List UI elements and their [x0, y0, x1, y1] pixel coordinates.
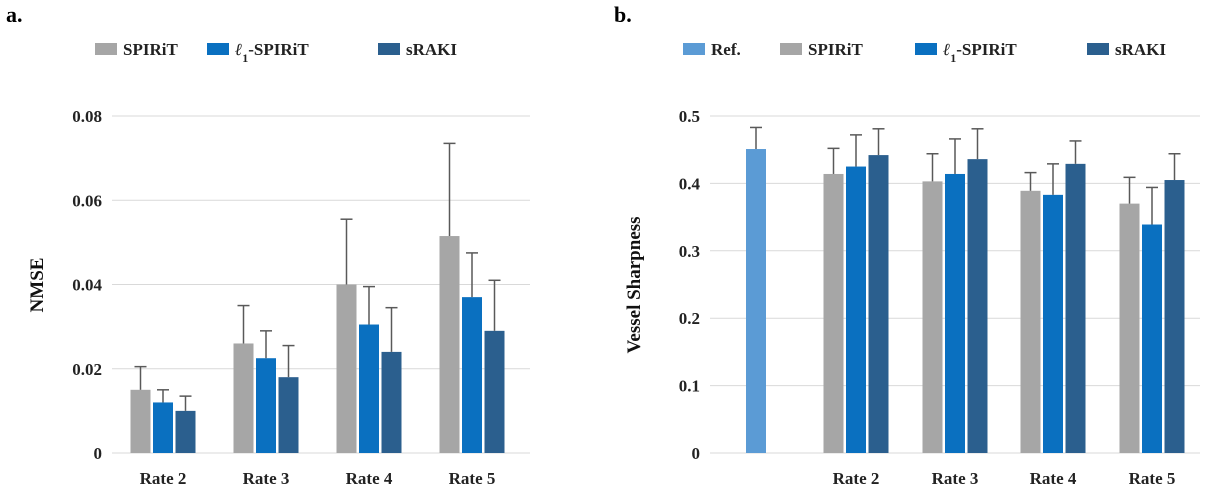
legend-label: ℓ1-SPIRiT	[943, 40, 1017, 65]
bar	[439, 236, 460, 453]
legend-label: SPIRiT	[808, 40, 863, 59]
y-tick-label: 0.04	[72, 276, 102, 295]
bar	[462, 297, 482, 453]
bar	[868, 155, 889, 454]
bar	[823, 173, 844, 454]
bar	[278, 377, 299, 453]
y-tick-label: 0.08	[72, 107, 102, 126]
bar	[1065, 163, 1086, 453]
y-tick-label: 0.4	[679, 174, 701, 193]
y-axis-title: Vessel Sharpness	[624, 216, 645, 353]
bar	[359, 324, 379, 453]
legend-label: SPIRiT	[123, 40, 178, 59]
y-tick-label: 0.06	[72, 191, 102, 210]
bar	[1164, 180, 1185, 453]
bar	[846, 166, 866, 454]
bar	[945, 173, 965, 454]
legend-swatch	[683, 43, 705, 55]
bar	[130, 389, 151, 453]
bar	[1020, 190, 1041, 453]
bar	[1119, 203, 1140, 453]
y-axis-title: NMSE	[27, 258, 48, 313]
bar	[233, 343, 254, 453]
legend-label: sRAKI	[1115, 40, 1166, 59]
legend-swatch	[207, 43, 229, 55]
y-tick-label: 0.2	[679, 309, 700, 328]
bar	[922, 181, 943, 454]
x-tick-label: Rate 5	[449, 469, 496, 488]
legend-swatch	[1087, 43, 1109, 55]
y-tick-label: 0.3	[679, 242, 700, 261]
y-tick-label: 0.02	[72, 360, 102, 379]
x-tick-label: Rate 5	[1129, 469, 1176, 488]
x-tick-label: Rate 4	[346, 469, 393, 488]
bar	[381, 351, 402, 453]
legend-swatch	[915, 43, 937, 55]
x-tick-label: Rate 2	[833, 469, 880, 488]
x-tick-label: Rate 3	[932, 469, 979, 488]
panel-b-label: b.	[614, 2, 632, 27]
bar	[153, 402, 173, 453]
legend-label: Ref.	[711, 40, 741, 59]
bar	[967, 159, 988, 454]
bar	[746, 149, 766, 453]
x-tick-label: Rate 3	[243, 469, 290, 488]
panel-a-label: a.	[6, 2, 23, 27]
bar	[1142, 224, 1162, 453]
bar	[175, 410, 196, 453]
legend-swatch	[780, 43, 802, 55]
bar	[256, 358, 276, 453]
x-tick-label: Rate 2	[140, 469, 187, 488]
bar	[484, 330, 505, 453]
legend-label: sRAKI	[406, 40, 457, 59]
bar	[1043, 194, 1063, 453]
legend-label: ℓ1-SPIRiT	[235, 40, 309, 65]
y-tick-label: 0	[692, 444, 701, 463]
legend-swatch	[95, 43, 117, 55]
y-tick-label: 0	[94, 444, 103, 463]
bar	[336, 284, 357, 453]
x-tick-label: Rate 4	[1030, 469, 1077, 488]
legend-swatch	[378, 43, 400, 55]
y-tick-label: 0.5	[679, 107, 700, 126]
y-tick-label: 0.1	[679, 377, 700, 396]
